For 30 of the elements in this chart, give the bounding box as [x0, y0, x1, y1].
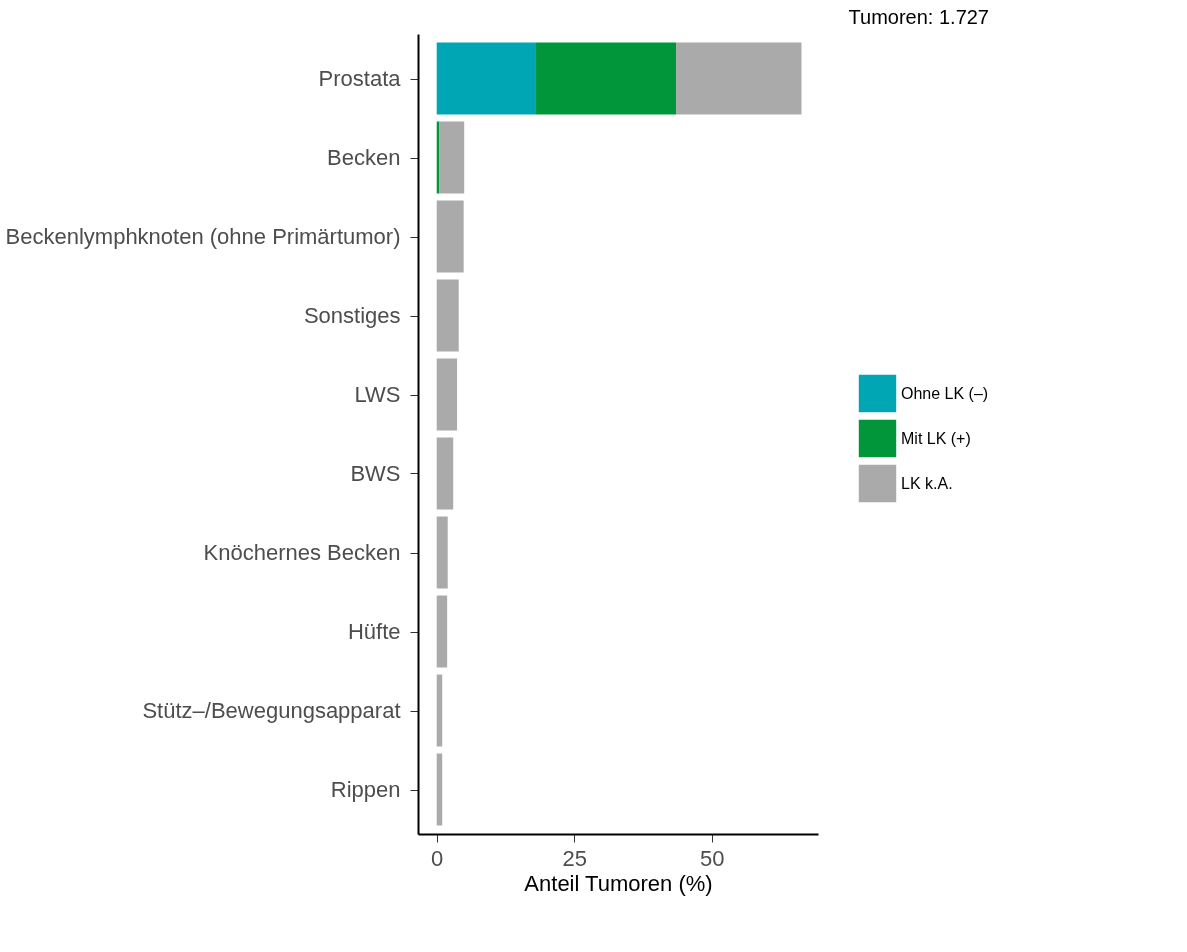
bar	[436, 279, 459, 352]
bar	[436, 595, 448, 668]
bar	[439, 121, 465, 194]
x-tick-label: 50	[700, 845, 725, 871]
y-tick-label: Beckenlymphknoten (ohne Primärtumor)	[5, 224, 401, 249]
y-tick-label: Knöchernes Becken	[203, 540, 401, 565]
bar	[436, 516, 448, 589]
bar	[436, 437, 454, 510]
bar	[436, 358, 458, 431]
y-tick-label: Stütz–/Bewegungsapparat	[142, 698, 401, 723]
y-tick-label: Hüfte	[347, 619, 401, 644]
y-tick-label: BWS	[350, 461, 401, 486]
bar	[436, 200, 464, 273]
x-tick-label: 0	[431, 845, 444, 871]
x-axis-title: Anteil Tumoren (%)	[524, 870, 713, 896]
bar	[676, 42, 802, 115]
legend-label: Mit LK (+)	[901, 429, 971, 447]
legend-label: Ohne LK (–)	[901, 384, 989, 402]
bar	[436, 42, 536, 115]
y-tick-label: Sonstiges	[303, 303, 401, 328]
legend-label: LK k.A.	[901, 474, 953, 492]
y-tick-label: Rippen	[330, 777, 401, 802]
bar	[436, 674, 443, 747]
y-tick-label: Becken	[327, 145, 401, 170]
y-tick-label: LWS	[354, 382, 401, 407]
y-tick-label: Prostata	[318, 66, 402, 91]
bar	[535, 42, 677, 115]
text: Tumoren: 1.727	[848, 6, 989, 28]
x-tick-label: 25	[562, 845, 587, 871]
bar	[436, 753, 443, 826]
